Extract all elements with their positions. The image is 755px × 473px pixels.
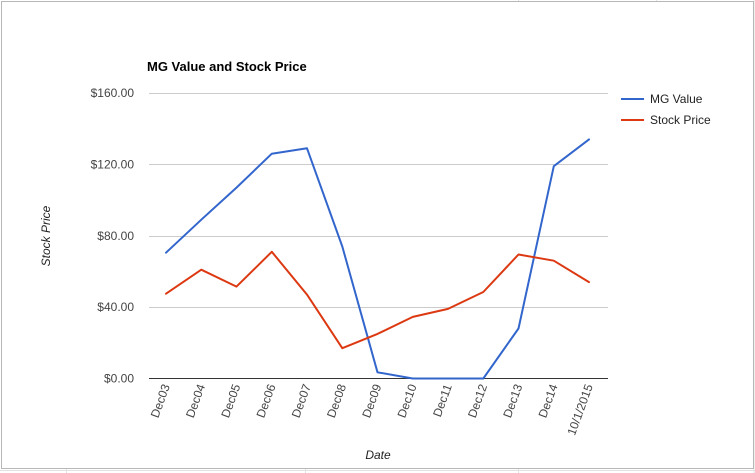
chart-title: MG Value and Stock Price (147, 59, 307, 74)
y-axis-ticks: $0.00 $40.00 $80.00 $120.00 $160.00 (91, 86, 135, 386)
series-line-mg-value (165, 138, 590, 380)
x-tick-label: Dec13 (500, 382, 525, 420)
x-tick-label: Dec14 (536, 382, 561, 420)
series-lines (165, 138, 590, 380)
y-tick-label: $0.00 (104, 372, 134, 386)
x-tick-label: Dec05 (218, 382, 243, 420)
x-axis-ticks: Dec03 Dec04 Dec05 Dec06 Dec07 Dec08 Dec09 Dec10… (148, 382, 596, 437)
x-tick-label: Dec11 (430, 382, 455, 419)
x-tick-label: 10/1/2015 (564, 382, 596, 437)
series-line-stock-price (165, 250, 590, 350)
y-tick-label: $120.00 (91, 157, 135, 171)
x-tick-label: Dec06 (254, 382, 279, 420)
y-axis-title: Stock Price (39, 205, 53, 266)
y-tick-label: $160.00 (91, 86, 135, 100)
x-tick-label: Dec07 (289, 382, 314, 420)
x-tick-label: Dec12 (465, 382, 490, 420)
legend-label-stock-price: Stock Price (650, 113, 711, 127)
x-tick-label: Dec10 (395, 382, 420, 420)
x-tick-label: Dec08 (324, 382, 349, 420)
x-axis-title: Date (365, 448, 391, 462)
x-tick-label: Dec04 (183, 382, 208, 420)
legend-label-mg-value: MG Value (650, 92, 703, 106)
x-tick-label: Dec03 (148, 382, 173, 420)
legend[interactable]: MG Value Stock Price (621, 92, 711, 127)
y-tick-label: $80.00 (97, 229, 134, 243)
x-tick-label: Dec09 (359, 382, 384, 420)
gridlines (149, 93, 608, 308)
y-tick-label: $40.00 (97, 300, 134, 314)
